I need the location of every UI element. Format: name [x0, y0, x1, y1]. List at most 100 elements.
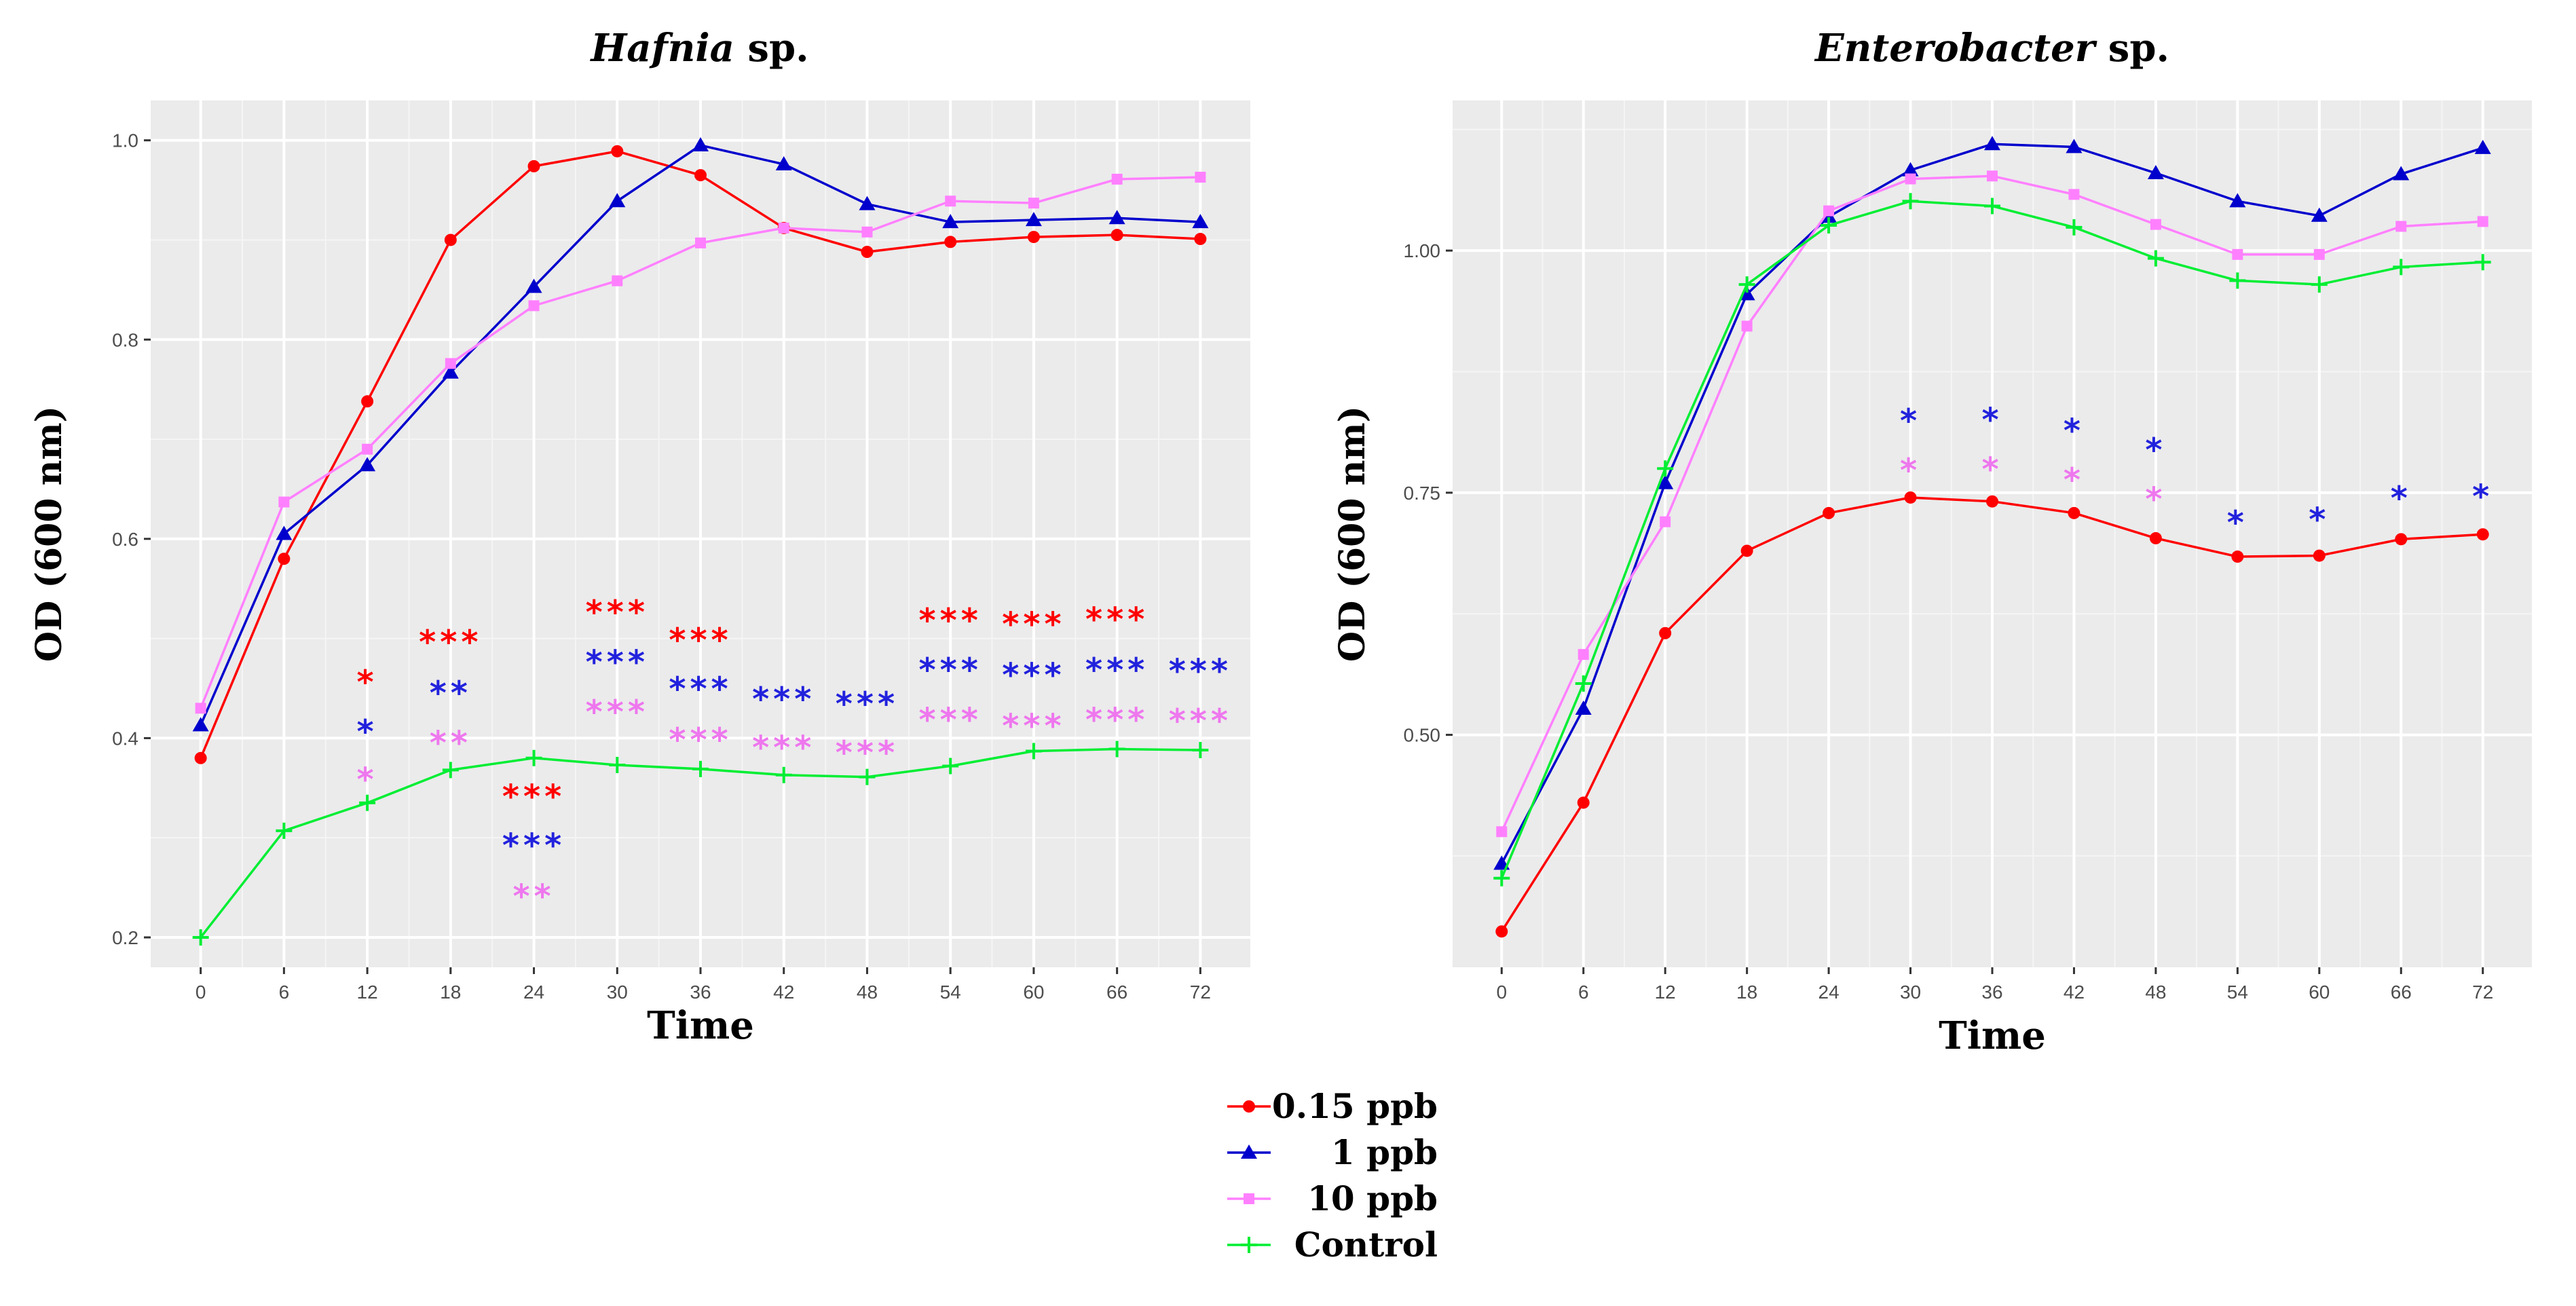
significance-label: **: [430, 724, 472, 762]
data-point: [2313, 248, 2325, 260]
data-point: [1904, 491, 1917, 504]
x-tick-label: 30: [607, 982, 628, 1003]
data-point: [2476, 528, 2489, 541]
significance-label: ***: [502, 827, 565, 865]
data-point: [2068, 189, 2080, 200]
data-point: [2311, 276, 2328, 293]
x-tick-label: 48: [2145, 982, 2166, 1003]
chart-title-italic: Enterobacter: [1814, 26, 2097, 71]
legend-item: 10 ppb: [1227, 1178, 1438, 1218]
significance-label: ***: [1002, 656, 1065, 694]
x-tick-label: 18: [440, 982, 461, 1003]
significance-label: *: [2145, 431, 2166, 469]
data-point: [1659, 627, 1672, 639]
significance-label: **: [430, 674, 472, 712]
significance-label: ***: [669, 622, 732, 660]
data-point: [1738, 286, 1755, 301]
data-point: [2231, 551, 2244, 563]
x-tick-label: 48: [857, 982, 878, 1003]
data-point: [611, 145, 624, 157]
data-point: [2313, 549, 2326, 562]
data-point: [1575, 701, 1592, 715]
data-point: [192, 929, 209, 946]
data-point: [2474, 139, 2491, 154]
significance-label: ***: [1169, 703, 1232, 741]
x-axis-title: Time: [647, 1003, 754, 1048]
y-tick-label: 1.00: [1404, 240, 1441, 261]
data-point: [1740, 544, 1753, 557]
data-point: [2395, 221, 2407, 232]
significance-label: ***: [669, 721, 732, 759]
data-point: [1111, 173, 1123, 185]
x-tick-label: 6: [1578, 982, 1589, 1003]
data-point: [1577, 796, 1590, 809]
data-point: [859, 768, 876, 785]
data-point: [2229, 272, 2246, 289]
data-point: [278, 553, 291, 565]
y-tick-label: 0.2: [112, 927, 138, 948]
data-point: [195, 703, 206, 714]
series-0-15-ppb: [1495, 491, 2489, 938]
data-point: [442, 762, 459, 779]
data-point: [1984, 136, 2000, 151]
data-point: [945, 195, 956, 207]
data-point: [276, 822, 293, 839]
significance-label: ***: [1085, 652, 1149, 690]
data-point: [362, 443, 373, 455]
series-control: [192, 741, 1209, 946]
data-point: [694, 169, 707, 182]
data-point: [1025, 212, 1042, 227]
x-tick-label: 66: [1106, 982, 1127, 1003]
data-point: [1495, 925, 1508, 938]
data-point: [2477, 216, 2488, 227]
x-tick-label: 18: [1736, 982, 1757, 1003]
data-point: [276, 525, 293, 540]
data-point: [692, 760, 709, 777]
data-point: [1660, 516, 1671, 527]
data-point: [278, 496, 290, 508]
chart-title-rest: sp.: [2095, 26, 2169, 71]
legend-label: 1 ppb: [1331, 1132, 1438, 1172]
x-tick-label: 66: [2391, 982, 2412, 1003]
data-point: [1741, 320, 1753, 332]
data-point: [612, 275, 623, 286]
legend-item: Control: [1227, 1225, 1438, 1265]
x-tick-label: 30: [1900, 982, 1921, 1003]
data-point: [1195, 172, 1206, 183]
x-tick-label: 0: [1496, 982, 1507, 1003]
significance-label: ***: [1169, 652, 1232, 690]
data-point: [442, 364, 459, 379]
series-10-ppb: [1496, 170, 2488, 838]
data-point: [1987, 170, 1998, 182]
data-point: [859, 195, 876, 210]
chart-title-italic: Hafnia: [589, 26, 734, 71]
y-tick-label: 0.8: [112, 329, 138, 350]
chart-title: Hafnia sp.: [589, 26, 808, 71]
x-tick-label: 60: [1023, 982, 1044, 1003]
data-point: [2066, 219, 2083, 236]
significance-label: ***: [836, 734, 899, 772]
significance-label: *: [2472, 478, 2493, 516]
data-point: [361, 395, 374, 408]
y-tick-label: 0.6: [112, 529, 138, 550]
data-point: [1496, 826, 1508, 838]
x-tick-label: 42: [2064, 982, 2085, 1003]
data-point: [359, 457, 376, 472]
data-point: [1108, 741, 1125, 758]
x-tick-label: 72: [1190, 982, 1211, 1003]
significance-label: *: [2391, 480, 2412, 518]
x-tick-label: 36: [690, 982, 711, 1003]
significance-label: ***: [836, 686, 899, 724]
data-point: [2066, 138, 2083, 153]
data-point: [528, 300, 540, 312]
significance-label: *: [1900, 451, 1921, 489]
data-point: [1905, 173, 1916, 185]
significance-label: *: [1900, 403, 1921, 441]
significance-label: ***: [1002, 707, 1065, 745]
significance-label: ***: [502, 778, 565, 816]
data-point: [2150, 219, 2161, 230]
data-point: [1025, 743, 1042, 760]
data-point: [525, 749, 542, 766]
data-point: [2395, 533, 2408, 546]
data-point: [1823, 506, 1835, 519]
